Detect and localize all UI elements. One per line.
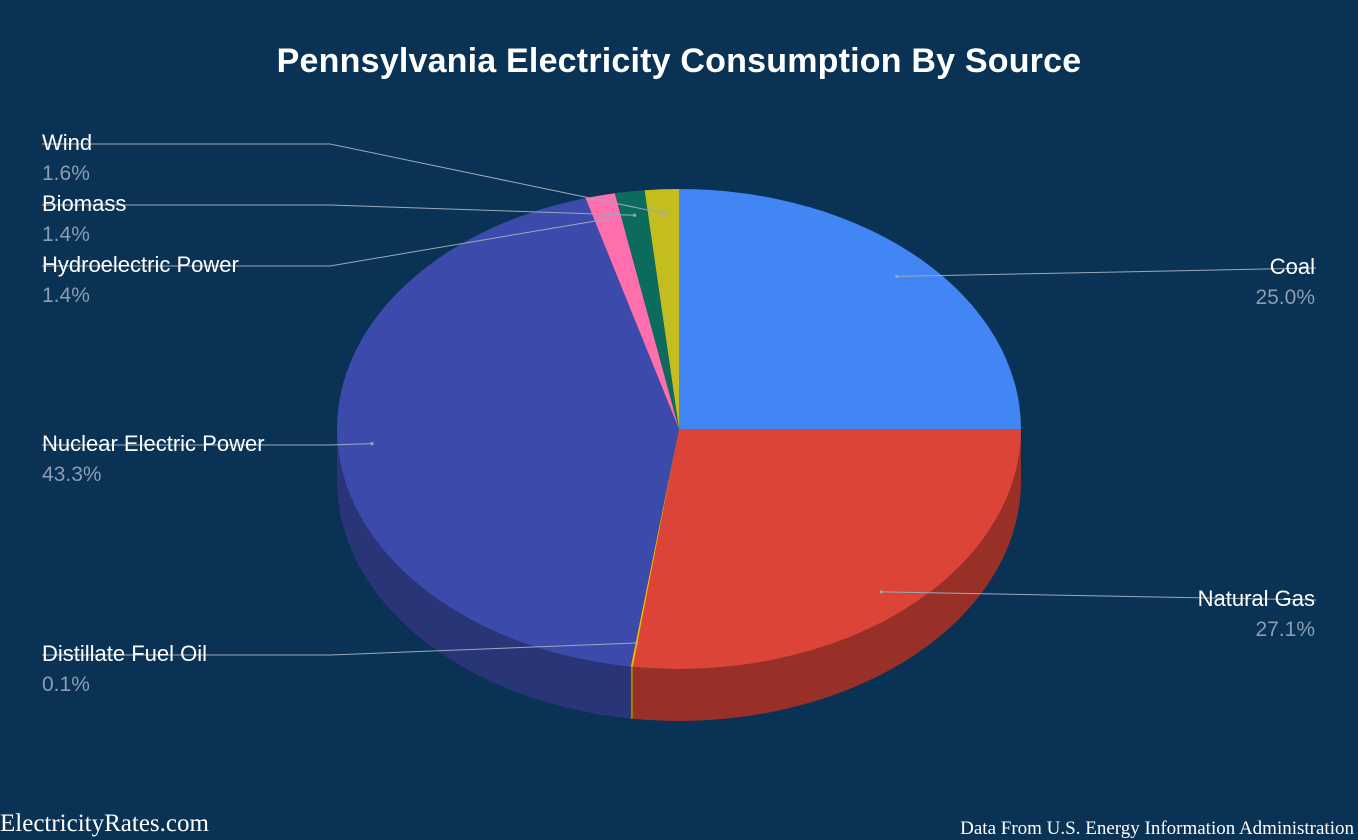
pie-slices bbox=[336, 189, 1021, 670]
label-natural-gas: Natural Gas bbox=[1197, 586, 1315, 611]
leader-coal bbox=[896, 267, 1317, 277]
slice-distillate-fuel-oil[interactable] bbox=[630, 429, 679, 667]
leader-biomass bbox=[42, 204, 635, 216]
slice-side-distillate-fuel-oil bbox=[630, 666, 633, 719]
value-nuclear-electric-power: 43.3% bbox=[42, 463, 102, 486]
leader-dot-distillate-fuel-oil bbox=[634, 641, 639, 645]
slice-hydroelectric-power[interactable] bbox=[585, 193, 679, 429]
value-biomass: 1.4% bbox=[42, 223, 90, 246]
brand-logo-text: ElectricityRates.com bbox=[0, 810, 209, 837]
leader-dot-natural-gas bbox=[879, 590, 883, 594]
leader-distillate-fuel-oil bbox=[42, 642, 637, 656]
value-wind: 1.6% bbox=[42, 162, 90, 185]
leader-lines bbox=[42, 143, 1317, 656]
label-wind: Wind bbox=[42, 130, 93, 155]
chart-title: Pennsylvania Electricity Consumption By … bbox=[276, 42, 1082, 80]
slice-side-natural-gas bbox=[632, 429, 1021, 721]
slice-coal[interactable] bbox=[679, 189, 1021, 430]
pie-depth bbox=[337, 429, 1021, 721]
source-note: Data From U.S. Energy Information Admini… bbox=[960, 818, 1354, 839]
leader-dot-nuclear-electric-power bbox=[370, 441, 374, 446]
value-distillate-fuel-oil: 0.1% bbox=[42, 673, 90, 696]
slice-natural-gas[interactable] bbox=[632, 429, 1021, 670]
leader-wind bbox=[42, 143, 664, 214]
value-hydroelectric-power: 1.4% bbox=[42, 284, 90, 307]
slice-biomass[interactable] bbox=[614, 190, 679, 429]
slice-wind[interactable] bbox=[644, 189, 679, 429]
label-nuclear-electric-power: Nuclear Electric Power bbox=[42, 431, 265, 456]
value-coal: 25.0% bbox=[1255, 286, 1315, 309]
leader-dot-wind bbox=[661, 211, 666, 215]
label-coal: Coal bbox=[1269, 254, 1315, 279]
value-natural-gas: 27.1% bbox=[1255, 618, 1315, 641]
leader-dot-hydroelectric-power bbox=[606, 217, 610, 221]
label-biomass: Biomass bbox=[42, 191, 127, 216]
leader-dot-coal bbox=[895, 274, 899, 278]
slice-side-nuclear-electric-power bbox=[337, 429, 631, 719]
label-distillate-fuel-oil: Distillate Fuel Oil bbox=[42, 641, 208, 666]
slice-nuclear-electric-power[interactable] bbox=[336, 198, 679, 667]
leader-dot-biomass bbox=[633, 213, 637, 217]
label-hydroelectric-power: Hydroelectric Power bbox=[42, 252, 239, 277]
leader-natural-gas bbox=[881, 591, 1317, 601]
leader-nuclear-electric-power bbox=[42, 443, 372, 446]
leader-hydroelectric-power bbox=[42, 218, 609, 267]
